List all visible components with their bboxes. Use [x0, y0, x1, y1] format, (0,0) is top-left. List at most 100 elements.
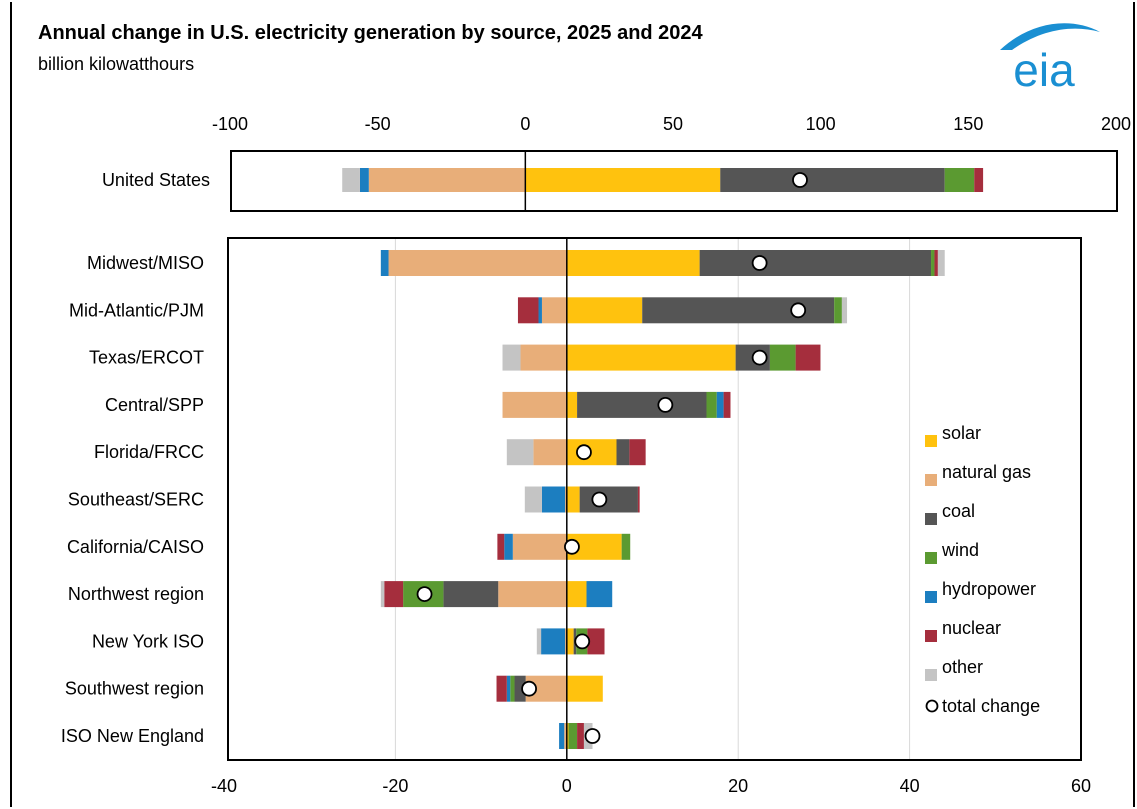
bar-other	[524, 486, 542, 513]
bar-nuclear	[496, 675, 507, 702]
bar-other	[937, 250, 945, 276]
legend-swatch-solar	[925, 435, 937, 447]
legend-label: natural gas	[942, 462, 1031, 482]
bar-coal	[616, 439, 630, 466]
total-change-marker	[792, 172, 808, 188]
category-label: Mid-Atlantic/PJM	[69, 300, 204, 320]
figure-frame	[10, 2, 1135, 807]
x-tick-label: 0	[562, 776, 572, 796]
total-change-marker	[521, 680, 537, 697]
category-label: Midwest/MISO	[87, 253, 204, 273]
us-panel: -100 -50 0 50 100 150 200 United States	[102, 114, 1131, 212]
bar-natural-gas	[565, 628, 567, 655]
category-label: United States	[102, 170, 210, 190]
total-change-marker	[584, 728, 601, 744]
category-label: Northwest region	[68, 584, 204, 604]
bar-wind	[769, 344, 796, 371]
bar-nuclear	[795, 344, 821, 371]
total-change-marker	[751, 349, 768, 366]
legend-label: other	[942, 657, 983, 677]
bar-wind	[510, 675, 515, 702]
legend-marker-total-change	[925, 699, 939, 713]
legend-swatch-wind	[925, 552, 937, 564]
bar-other	[502, 344, 521, 371]
bar-solar	[566, 344, 736, 371]
total-change-marker	[790, 302, 807, 319]
category-label: Central/SPP	[105, 395, 204, 415]
bar-natural-gas	[564, 723, 567, 749]
bar-hydropower	[559, 723, 565, 749]
bar-natural-gas	[520, 344, 567, 371]
panel-border	[227, 237, 1082, 761]
x-tick-label: 40	[900, 776, 920, 796]
category-label: Florida/FRCC	[94, 442, 204, 462]
category-label: ISO New England	[61, 726, 204, 746]
bar-nuclear	[637, 486, 640, 513]
bar-natural-gas	[368, 168, 526, 192]
legend-label: coal	[942, 501, 975, 521]
bar-hydropower	[538, 297, 542, 324]
bar-coal	[579, 486, 638, 513]
bar-nuclear	[497, 533, 505, 560]
eia-logo-swoosh	[1000, 23, 1100, 50]
bar-solar	[566, 391, 578, 418]
bar-coal	[514, 675, 526, 702]
eia-logo-text: eia	[1013, 44, 1075, 96]
category-label: Southwest region	[65, 679, 204, 699]
bar-other	[536, 628, 542, 655]
bar-nuclear	[577, 723, 584, 749]
x-tick-label: -40	[211, 776, 237, 796]
x-tick-label: 20	[728, 776, 748, 796]
x-tick-label: 60	[1071, 776, 1091, 796]
bar-wind	[834, 297, 842, 324]
legend-label: nuclear	[942, 618, 1001, 638]
bar-other	[841, 297, 848, 324]
bar-nuclear	[723, 391, 731, 418]
legend-label: solar	[942, 423, 981, 443]
bar-other	[342, 168, 360, 192]
bar-solar	[566, 675, 603, 702]
total-change-marker	[591, 491, 608, 508]
bar-other	[380, 581, 385, 608]
bar-hydropower	[586, 581, 613, 608]
x-tick-label: 200	[1101, 114, 1131, 134]
total-change-marker	[416, 586, 433, 602]
legend-swatch-nuclear	[925, 630, 937, 642]
x-tick-label: 50	[663, 114, 683, 134]
x-tick-label: 100	[806, 114, 836, 134]
bar-natural-gas	[533, 439, 567, 466]
bar-natural-gas	[541, 297, 567, 324]
bar-hydropower	[541, 628, 566, 655]
bar-hydropower	[716, 391, 724, 418]
legend-swatch-hydropower	[925, 591, 937, 603]
bar-solar	[566, 486, 580, 513]
bar-natural-gas	[388, 250, 567, 276]
total-change-marker	[751, 255, 768, 271]
x-tick-label: 0	[520, 114, 530, 134]
bar-nuclear	[587, 628, 605, 655]
bar-solar	[566, 628, 574, 655]
x-tick-label: 150	[953, 114, 983, 134]
x-tick-label: -100	[212, 114, 248, 134]
category-label: Texas/ERCOT	[89, 348, 204, 368]
bar-wind	[621, 533, 631, 560]
category-label: Southeast/SERC	[68, 490, 204, 510]
regions-panel: -40 -20 0 20 40 60 Midwest/MISO Mid-Atlantic/PJ…	[61, 237, 1091, 796]
legend-label: wind	[941, 540, 979, 560]
x-tick-label: -50	[365, 114, 391, 134]
x-tick-label: -20	[382, 776, 408, 796]
legend-swatch-other	[925, 669, 937, 681]
category-label: California/CAISO	[67, 537, 204, 557]
bar-solar	[566, 250, 700, 276]
bar-hydropower	[504, 533, 513, 560]
bar-natural-gas	[565, 486, 567, 513]
bar-nuclear	[934, 250, 938, 276]
bar-solar	[566, 581, 587, 608]
chart-subtitle: billion kilowatthours	[38, 54, 195, 74]
panel-border	[230, 150, 1118, 212]
total-change-marker	[574, 633, 591, 650]
category-label: New York ISO	[92, 631, 204, 651]
legend-swatch-coal	[925, 513, 937, 525]
bar-coal	[443, 581, 499, 608]
